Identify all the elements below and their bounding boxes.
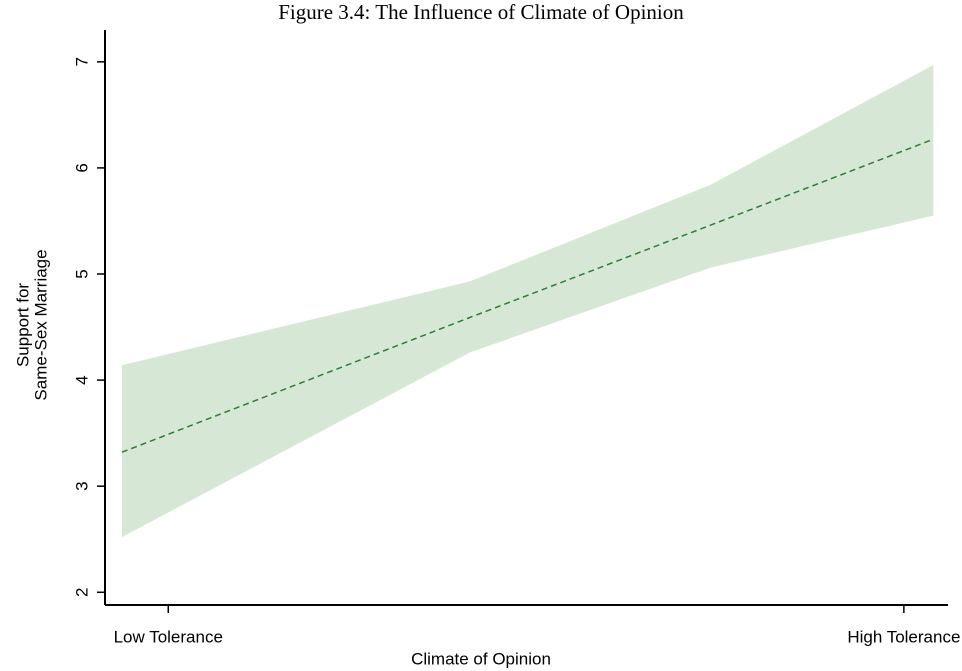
y-axis-label: Same-Sex Marriage [31,249,50,400]
y-tick-label: 7 [72,57,91,66]
y-tick-label: 5 [72,269,91,278]
x-tick-label: Low Tolerance [114,627,223,646]
line [121,138,934,453]
y-tick-label: 4 [72,375,91,384]
y-axis-label: Support for [13,283,32,367]
y-tick-label: 3 [72,481,91,490]
confidence-band [121,65,934,538]
y-tick-label: 2 [72,588,91,597]
chart-title: Figure 3.4: The Influence of Climate of … [278,0,684,24]
y-tick-label: 6 [72,163,91,172]
x-tick-label: High Tolerance [847,627,960,646]
x-axis-label: Climate of Opinion [411,649,551,668]
